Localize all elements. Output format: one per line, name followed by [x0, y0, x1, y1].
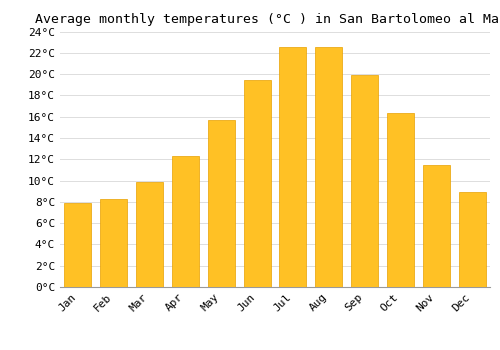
Bar: [316, 48, 342, 287]
Bar: [136, 182, 163, 287]
Bar: [423, 164, 450, 287]
Bar: [280, 48, 306, 287]
Bar: [387, 113, 414, 287]
Bar: [244, 80, 270, 287]
Bar: [458, 192, 485, 287]
Bar: [64, 203, 92, 287]
Bar: [100, 199, 127, 287]
Bar: [208, 120, 234, 287]
Bar: [172, 156, 199, 287]
Bar: [351, 75, 378, 287]
Title: Average monthly temperatures (°C ) in San Bartolomeo al Mare: Average monthly temperatures (°C ) in Sa…: [35, 13, 500, 26]
